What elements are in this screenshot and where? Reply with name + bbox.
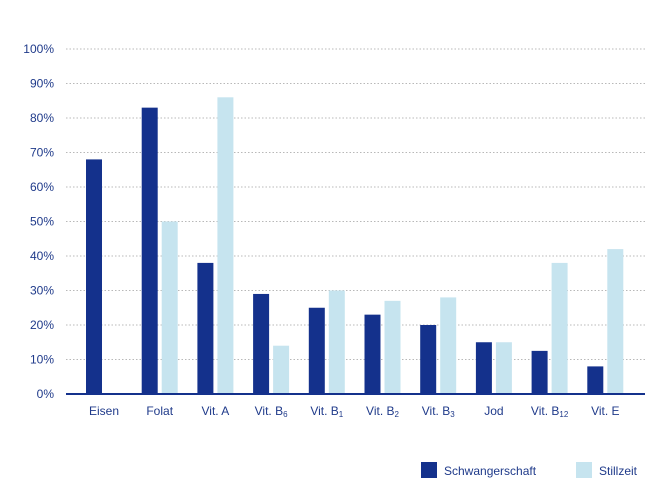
legend: Schwangerschaft Stillzeit bbox=[421, 462, 638, 478]
x-tick-label: Vit. E bbox=[591, 404, 619, 418]
y-tick-label: 90% bbox=[30, 77, 54, 91]
y-axis-ticks: 0% 10% 20% 30% 40% 50% 60% 70% 80% 90% 100% bbox=[23, 42, 54, 401]
legend-label-schwangerschaft: Schwangerschaft bbox=[444, 464, 537, 478]
bar-stillzeit-3 bbox=[273, 345, 290, 394]
bar-stillzeit-6 bbox=[440, 297, 457, 394]
bar-schwangerschaft-4 bbox=[308, 307, 325, 394]
x-tick-label: Vit. A bbox=[202, 404, 230, 418]
y-tick-label: 30% bbox=[30, 284, 54, 298]
x-tick-label: Jod bbox=[484, 404, 503, 418]
y-tick-label: 20% bbox=[30, 318, 54, 332]
bar-schwangerschaft-9 bbox=[587, 366, 604, 394]
bar-stillzeit-5 bbox=[384, 300, 401, 394]
y-tick-label: 70% bbox=[30, 146, 54, 160]
x-tick-label: Vit. B12 bbox=[531, 404, 569, 419]
x-tick-label: Vit. B1 bbox=[310, 404, 343, 419]
y-tick-label: 50% bbox=[30, 215, 54, 229]
bar-stillzeit-1 bbox=[161, 221, 178, 394]
bar-schwangerschaft-5 bbox=[364, 314, 381, 394]
bar-schwangerschaft-8 bbox=[531, 350, 548, 394]
bar-stillzeit-4 bbox=[328, 290, 345, 394]
x-tick-label: Folat bbox=[146, 404, 173, 418]
bar-stillzeit-7 bbox=[495, 342, 512, 394]
y-tick-label: 80% bbox=[30, 111, 54, 125]
y-tick-label: 40% bbox=[30, 249, 54, 263]
bar-stillzeit-8 bbox=[551, 262, 568, 394]
bar-schwangerschaft-1 bbox=[141, 107, 158, 395]
x-tick-label: Vit. B3 bbox=[422, 404, 455, 419]
y-tick-label: 60% bbox=[30, 180, 54, 194]
x-tick-label: Vit. B2 bbox=[366, 404, 399, 419]
bar-schwangerschaft-0 bbox=[86, 159, 102, 394]
bar-stillzeit-2 bbox=[217, 97, 234, 395]
y-tick-label: 10% bbox=[30, 353, 54, 367]
x-tick-label: Eisen bbox=[89, 404, 119, 418]
legend-swatch-schwangerschaft bbox=[421, 462, 437, 478]
y-tick-label: 100% bbox=[23, 42, 54, 56]
bar-schwangerschaft-6 bbox=[420, 325, 437, 394]
x-axis-ticks: Eisen Folat Vit. A Vit. B6 Vit. B1 Vit. B2 Vit… bbox=[89, 404, 620, 419]
legend-label-stillzeit: Stillzeit bbox=[599, 464, 638, 478]
legend-swatch-stillzeit bbox=[576, 462, 592, 478]
bar-schwangerschaft-3 bbox=[253, 293, 270, 394]
bars bbox=[86, 97, 624, 395]
y-tick-label: 0% bbox=[37, 387, 55, 401]
bar-stillzeit-9 bbox=[607, 249, 624, 394]
x-tick-label: Vit. B6 bbox=[255, 404, 288, 419]
bar-schwangerschaft-7 bbox=[475, 342, 492, 394]
bar-schwangerschaft-2 bbox=[197, 262, 214, 394]
